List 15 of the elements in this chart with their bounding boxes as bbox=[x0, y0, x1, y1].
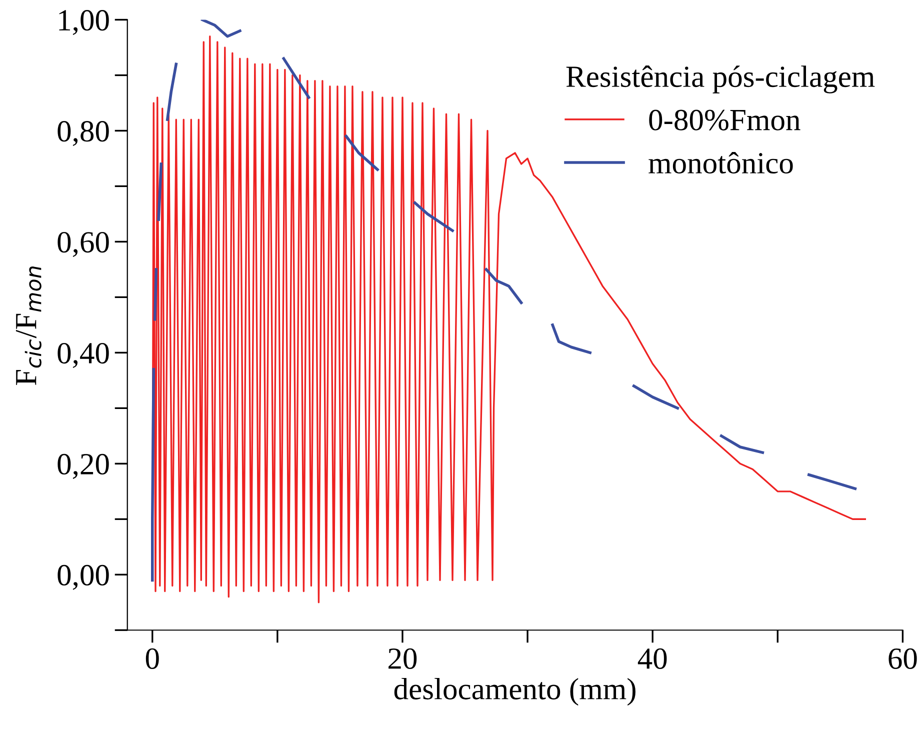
y-tick-label: 0,20 bbox=[58, 454, 109, 479]
legend-label: 0-80%Fmon bbox=[649, 110, 800, 130]
legend-label: monotônico bbox=[648, 152, 793, 174]
x-axis-title: deslocamento (mm) bbox=[394, 678, 636, 706]
y-tick-label: 0,60 bbox=[58, 232, 109, 257]
x-tick-label: 40 bbox=[638, 648, 667, 669]
y-tick-label: 1,00 bbox=[59, 10, 109, 36]
x-tick-label: 20 bbox=[388, 648, 417, 669]
y-tick-label: 0,80 bbox=[58, 121, 109, 146]
y-axis-title: F$_{cic}$/F$_{mon}$ bbox=[16, 266, 42, 386]
legend-title: Resistência pós-ciclagem bbox=[566, 66, 875, 94]
x-tick-label: 0 bbox=[146, 648, 159, 669]
y-tick-label: 0,00 bbox=[58, 564, 109, 590]
y-tick-label: 0,40 bbox=[58, 342, 109, 368]
x-tick-label: 60 bbox=[888, 648, 917, 669]
